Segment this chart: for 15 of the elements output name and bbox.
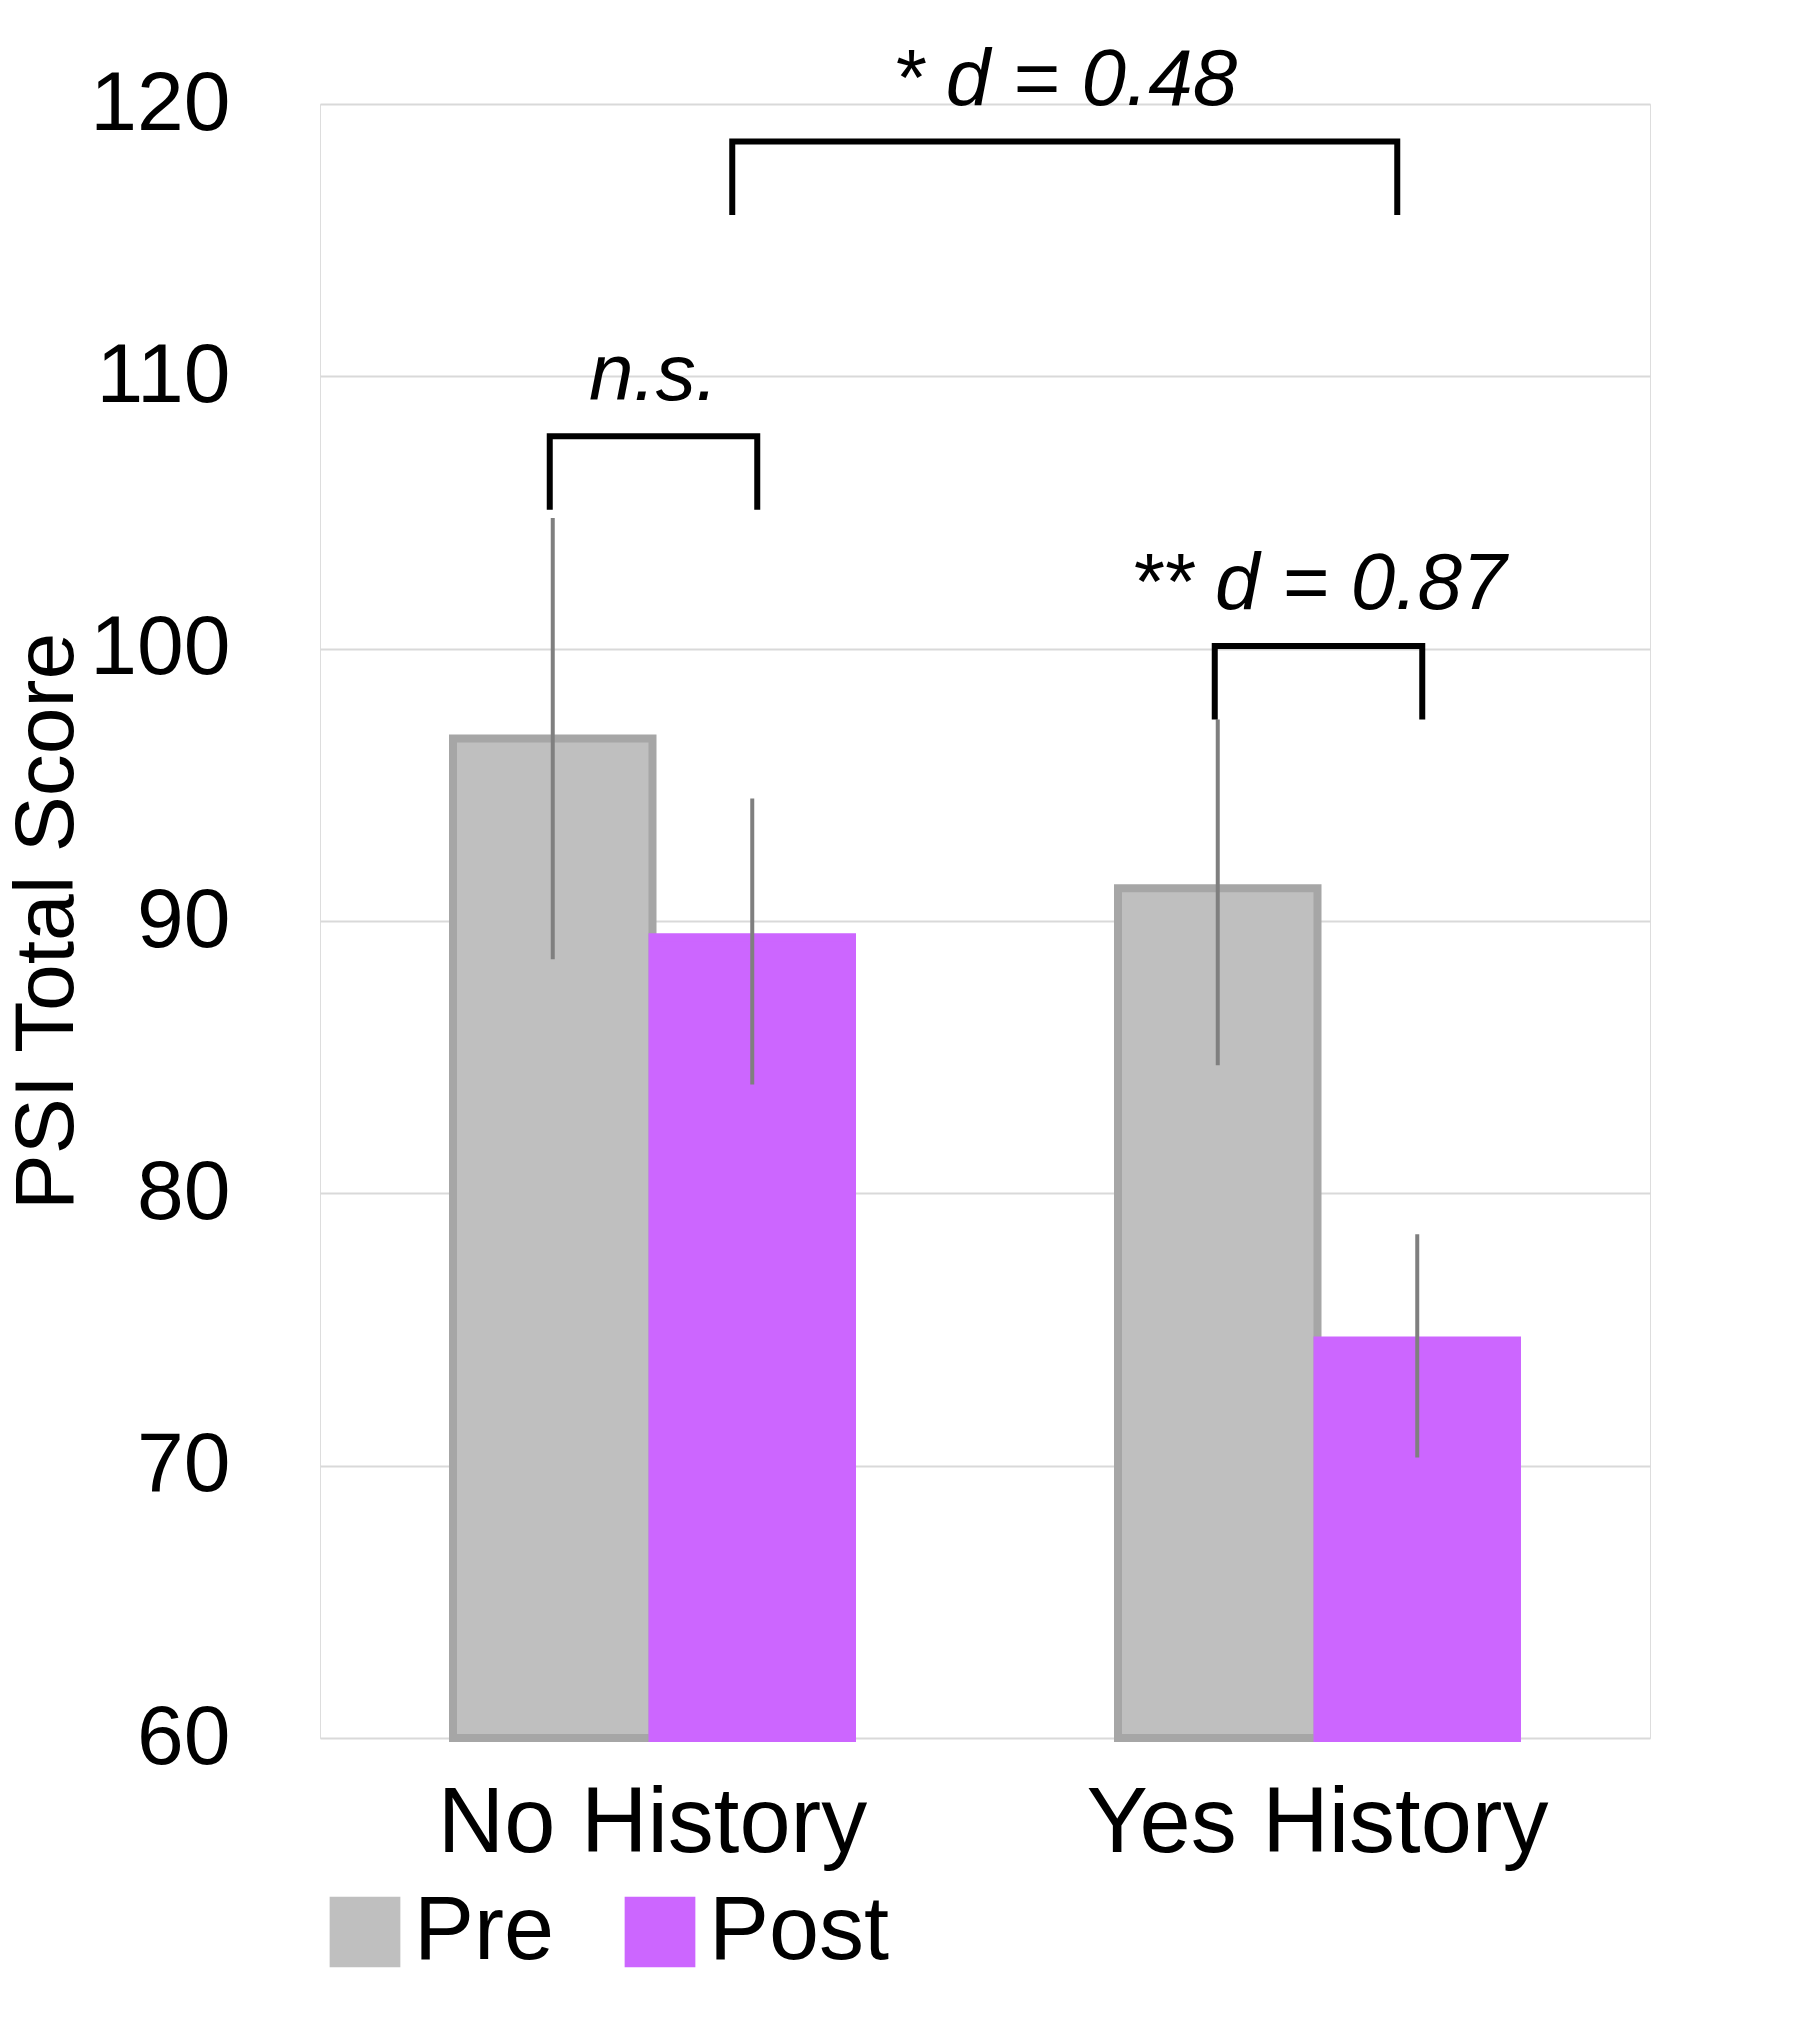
legend-label: Post [709, 1878, 890, 1978]
y-tick-label: 90 [137, 870, 231, 965]
annotation: ** d = 0.87 [1130, 537, 1509, 627]
y-tick-label: 60 [137, 1687, 231, 1782]
x-tick-label: Yes History [1086, 1768, 1549, 1871]
annotation: * d = 0.48 [892, 32, 1238, 122]
y-axis-title: PSI Total Score [0, 632, 91, 1211]
y-tick-label: 120 [90, 53, 231, 148]
x-tick-label: No History [437, 1768, 868, 1871]
y-tick-label: 110 [96, 325, 231, 420]
y-tick-label: 80 [137, 1142, 231, 1237]
y-tick-label: 70 [137, 1415, 231, 1510]
y-tick-label: 100 [90, 598, 231, 693]
legend-label: Pre [414, 1878, 555, 1978]
annotation: n.s. [589, 327, 718, 417]
